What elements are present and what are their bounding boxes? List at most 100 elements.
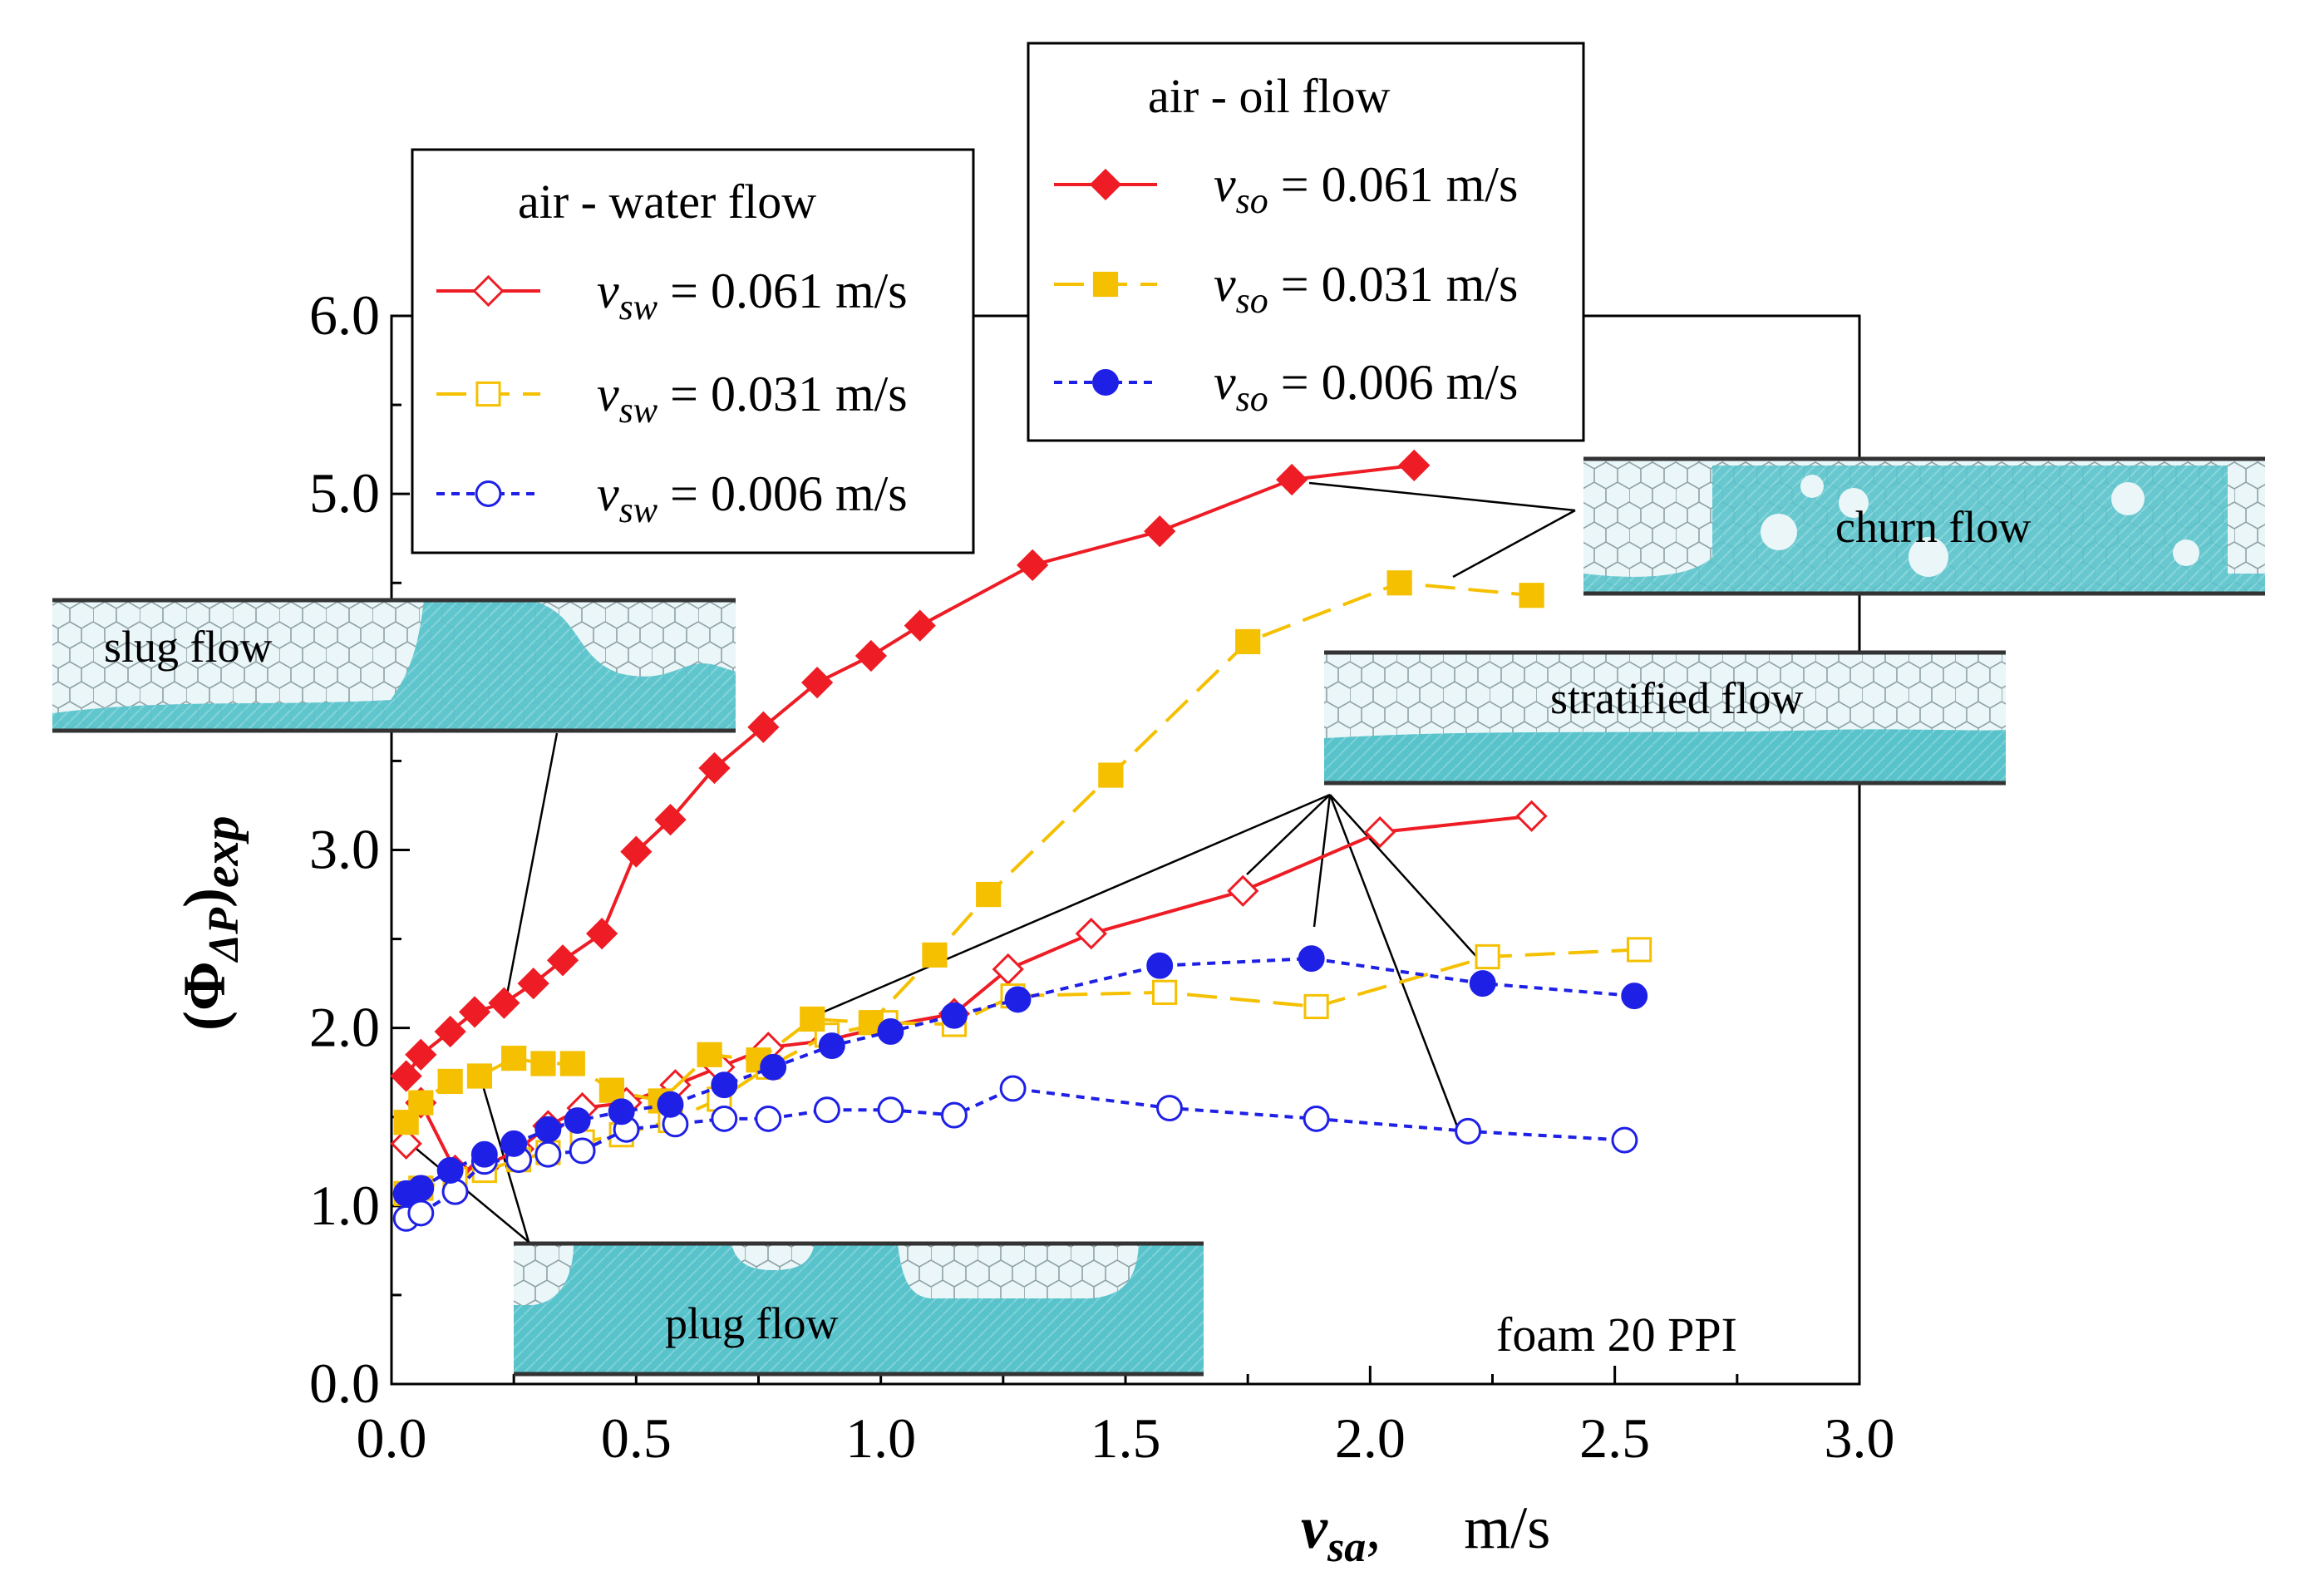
legend-label: vso = 0.006 m/s (1214, 355, 1518, 419)
legend-marker (1092, 369, 1119, 396)
x-tick-label: 1.5 (1091, 1406, 1161, 1470)
data-point (1303, 1105, 1330, 1132)
data-point (992, 953, 1024, 986)
data-point (941, 1101, 968, 1129)
legend-subscript: sw (619, 390, 658, 431)
data-point (755, 1105, 782, 1132)
data-point (1621, 983, 1648, 1010)
data-point (546, 944, 579, 977)
data-point (1386, 570, 1412, 596)
legend-label: vso = 0.031 m/s (1214, 257, 1518, 321)
data-point (711, 1071, 738, 1099)
churn-flow-panel: churn flow (1583, 456, 2265, 596)
x-tick-label: 2.0 (1335, 1406, 1406, 1470)
data-point (801, 667, 834, 699)
foam-annotation: foam 20 PPI (1496, 1308, 1737, 1362)
y-tick-label: 1.0 (309, 1174, 380, 1237)
data-point (818, 1032, 845, 1060)
legend-value: = 0.006 m/s (657, 466, 908, 521)
data-point (408, 1090, 434, 1116)
legend-value: = 0.006 m/s (1268, 355, 1519, 410)
series-oil-3 (390, 449, 1431, 1092)
legend-entry: vsw = 0.031 m/s (436, 367, 908, 431)
x-tick-label: 1.0 (845, 1406, 916, 1470)
data-point (1455, 1117, 1482, 1145)
data-point (534, 1116, 562, 1143)
data-point (697, 1042, 722, 1067)
legend-oil-title: air - oil flow (1148, 69, 1391, 123)
legend-entry: vsw = 0.061 m/s (436, 264, 908, 328)
data-point (922, 942, 948, 968)
x-tick-label: 0.0 (357, 1406, 427, 1470)
slug-flow-panel: slug flow (52, 598, 736, 733)
data-point (1303, 993, 1329, 1020)
x-tick-label: 0.5 (601, 1406, 672, 1470)
x-axis-symbol: v (1301, 1495, 1328, 1561)
data-point (760, 1053, 787, 1081)
legend-label: vsw = 0.031 m/s (597, 367, 908, 431)
y-tick-label: 6.0 (309, 283, 380, 347)
data-point (407, 1175, 435, 1202)
legend-marker (472, 274, 505, 308)
data-point (941, 1002, 968, 1029)
data-point (501, 1045, 527, 1071)
legend-marker (475, 381, 501, 407)
data-point (1276, 463, 1308, 496)
data-point (470, 1140, 498, 1168)
x-axis-separator: , (1366, 1495, 1381, 1561)
y-tick-label: 5.0 (309, 461, 380, 525)
legend-value: = 0.061 m/s (657, 264, 908, 318)
legend-value: = 0.061 m/s (1268, 157, 1519, 212)
data-point (1075, 918, 1107, 950)
legend-entry: vso = 0.061 m/s (1054, 157, 1518, 221)
data-point (654, 803, 687, 836)
y-axis-subscript-2: exp (194, 815, 249, 888)
data-point (488, 987, 520, 1019)
legend-label: vsw = 0.006 m/s (597, 466, 908, 530)
x-axis-ticks: 0.0 0.5 1.0 1.5 2.0 2.5 3.0 (357, 1366, 1895, 1470)
plug-flow-label: plug flow (665, 1298, 839, 1348)
data-point (390, 1060, 422, 1092)
y-axis-symbol: (Φ (171, 961, 238, 1031)
x-axis-label: vsa, m/s (1301, 1495, 1550, 1571)
x-axis-subscript: sa (1327, 1524, 1366, 1571)
legend-symbol: v (597, 264, 619, 318)
x-tick-label: 3.0 (1825, 1406, 1895, 1470)
data-point (466, 1063, 493, 1089)
legend-symbol: v (1214, 257, 1236, 312)
data-point (569, 1137, 596, 1165)
data-point (441, 1178, 469, 1205)
legend-entry: vsw = 0.006 m/s (436, 466, 908, 530)
legend-entry: vso = 0.031 m/s (1054, 257, 1518, 321)
legend-entry: vso = 0.006 m/s (1054, 355, 1518, 419)
x-tick-label: 2.5 (1579, 1406, 1650, 1470)
y-axis-ticks: 0.01.02.03.04.05.06.0 (309, 283, 410, 1415)
legend-symbol: v (597, 466, 619, 521)
legend-marker (475, 480, 502, 507)
data-point (1519, 583, 1544, 608)
data-point (559, 1051, 585, 1076)
data-point (800, 1006, 825, 1032)
y-axis-subscript-1: ΔP (200, 907, 248, 963)
data-point (1298, 945, 1325, 973)
legend-label: vso = 0.061 m/s (1214, 157, 1518, 221)
regime-panels: slug flow plug flow churn flow (52, 456, 2265, 1377)
data-point (747, 711, 780, 743)
data-point (530, 1051, 556, 1076)
legend-subscript: sw (619, 490, 658, 530)
data-point (1611, 1126, 1638, 1154)
legend-marker (1089, 168, 1122, 201)
data-point (1098, 762, 1124, 788)
data-point (1144, 515, 1176, 548)
data-point (1398, 449, 1431, 482)
data-point (1004, 986, 1032, 1013)
data-point (1227, 874, 1259, 907)
data-point (436, 1157, 464, 1184)
legend-subscript: so (1236, 280, 1268, 321)
data-point (620, 835, 653, 868)
slug-flow-label: slug flow (104, 622, 273, 672)
